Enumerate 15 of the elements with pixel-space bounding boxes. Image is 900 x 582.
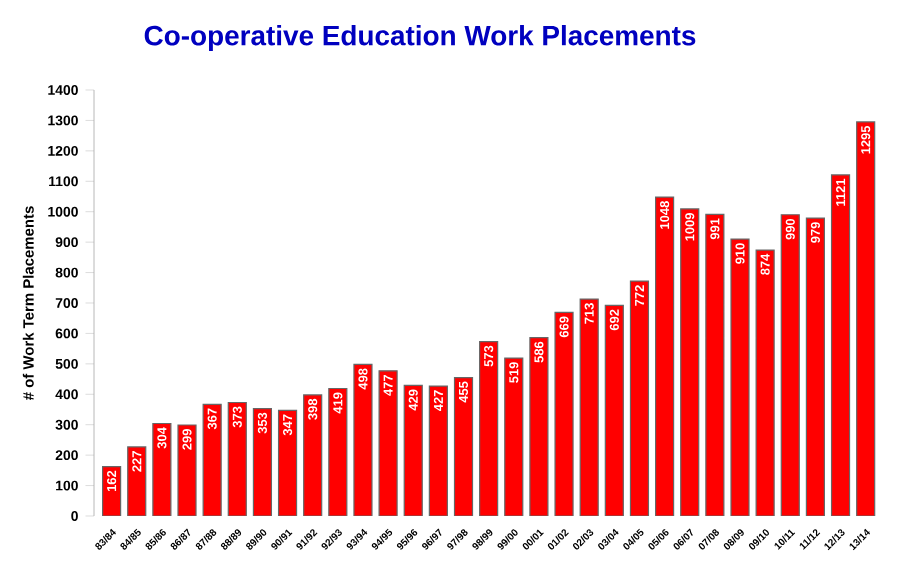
bar bbox=[780, 214, 800, 516]
bar bbox=[403, 384, 423, 516]
bar bbox=[856, 121, 876, 516]
bar bbox=[604, 304, 624, 516]
bar bbox=[328, 387, 348, 516]
bar bbox=[504, 357, 524, 516]
bar bbox=[831, 174, 850, 516]
bar bbox=[579, 298, 599, 516]
bar bbox=[680, 208, 700, 516]
bar bbox=[453, 376, 474, 516]
bar bbox=[655, 196, 675, 516]
chart-title: Co-operative Education Work Placements bbox=[144, 24, 696, 51]
bar bbox=[805, 217, 826, 516]
bar bbox=[479, 341, 499, 516]
bar bbox=[629, 280, 650, 516]
